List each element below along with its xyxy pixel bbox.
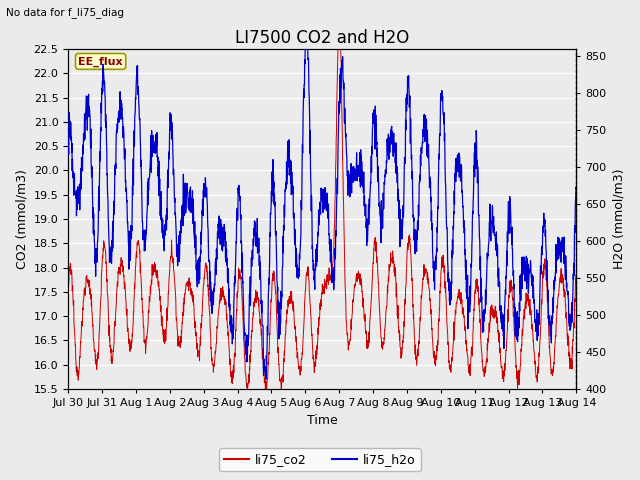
Text: EE_flux: EE_flux	[78, 56, 123, 67]
Legend: li75_co2, li75_h2o: li75_co2, li75_h2o	[219, 448, 421, 471]
X-axis label: Time: Time	[307, 414, 337, 427]
Y-axis label: CO2 (mmol/m3): CO2 (mmol/m3)	[15, 169, 28, 269]
Text: No data for f_li75_diag: No data for f_li75_diag	[6, 7, 124, 18]
Y-axis label: H2O (mmol/m3): H2O (mmol/m3)	[612, 169, 625, 269]
Title: LI7500 CO2 and H2O: LI7500 CO2 and H2O	[235, 29, 410, 48]
